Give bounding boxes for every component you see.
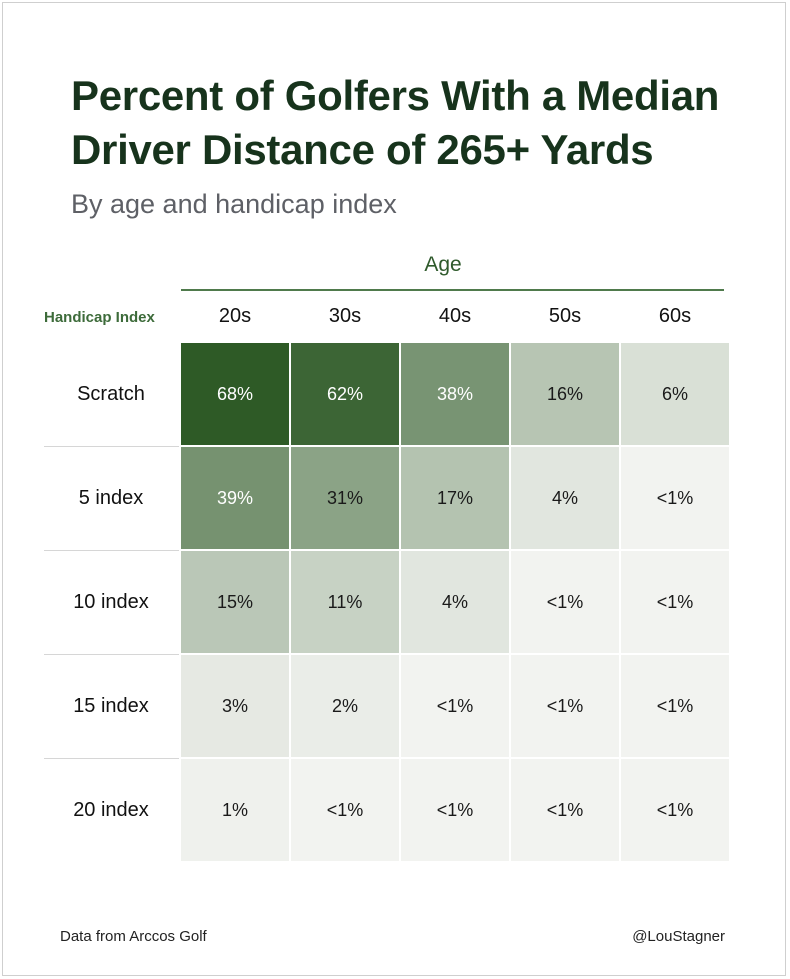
column-header-60s: 60s <box>658 305 692 327</box>
heatmap-cell: 4% <box>511 447 619 549</box>
heatmap-cell: <1% <box>291 759 399 861</box>
row-header-scratch: Scratch <box>77 383 145 405</box>
heatmap-cell: 17% <box>401 447 509 549</box>
heatmap-cell: 4% <box>401 551 509 653</box>
row-divider <box>44 758 179 759</box>
heatmap-cell: 31% <box>291 447 399 549</box>
heatmap-cell: 6% <box>621 343 729 445</box>
heatmap-cell: 62% <box>291 343 399 445</box>
row-header-15-index: 15 index <box>73 695 149 717</box>
column-header-40s: 40s <box>438 305 472 327</box>
heatmap-cell: 39% <box>181 447 289 549</box>
heatmap-cell: <1% <box>401 759 509 861</box>
heatmap-cell: 2% <box>291 655 399 757</box>
column-group-rule <box>181 289 724 291</box>
heatmap-cell: 38% <box>401 343 509 445</box>
heatmap-cell: <1% <box>621 447 729 549</box>
column-group-label: Age <box>424 253 462 276</box>
row-group-label: Handicap Index <box>44 309 155 326</box>
heatmap-cell: <1% <box>401 655 509 757</box>
row-divider <box>44 446 179 447</box>
heatmap-cell: <1% <box>621 551 729 653</box>
data-source: Data from Arccos Golf <box>60 928 207 945</box>
heatmap-cell: 68% <box>181 343 289 445</box>
row-divider <box>44 654 179 655</box>
heatmap-cell: <1% <box>511 551 619 653</box>
heatmap-cell: <1% <box>621 655 729 757</box>
heatmap-cell: <1% <box>511 655 619 757</box>
column-header-20s: 20s <box>218 305 252 327</box>
heatmap-cell: <1% <box>621 759 729 861</box>
heatmap-cell: 16% <box>511 343 619 445</box>
row-header-5-index: 5 index <box>78 487 144 509</box>
heatmap-cell: 15% <box>181 551 289 653</box>
chart-title: Percent of Golfers With a Median Driver … <box>71 72 720 173</box>
heatmap-cell: 11% <box>291 551 399 653</box>
row-divider <box>44 550 179 551</box>
author-handle: @LouStagner <box>632 928 725 945</box>
row-header-10-index: 10 index <box>73 591 149 613</box>
column-header-50s: 50s <box>548 305 582 327</box>
heatmap-cell: 1% <box>181 759 289 861</box>
row-header-20-index: 20 index <box>73 799 149 821</box>
heatmap-cell: <1% <box>511 759 619 861</box>
heatmap-cell: 3% <box>181 655 289 757</box>
chart-subtitle: By age and handicap index <box>71 189 397 219</box>
column-header-30s: 30s <box>328 305 362 327</box>
